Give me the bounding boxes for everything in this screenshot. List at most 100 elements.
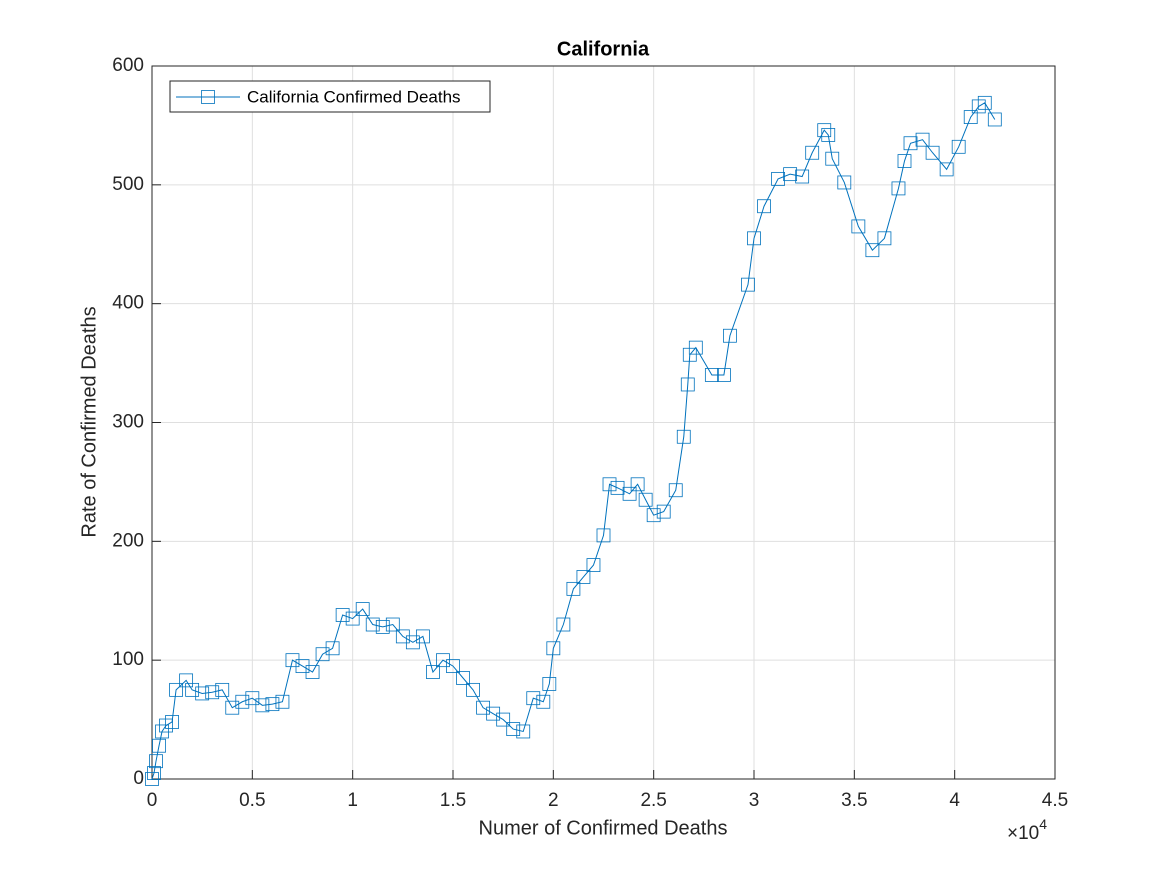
legend-box: [169, 80, 491, 113]
marker: [971, 99, 986, 114]
marker: [821, 128, 836, 142]
marker: [556, 617, 571, 632]
marker: [185, 682, 200, 697]
marker: [638, 492, 653, 507]
marker: [506, 722, 521, 736]
legend-label: California Confirmed Deaths: [247, 87, 461, 106]
axes-box: [151, 65, 1056, 780]
marker: [385, 617, 400, 632]
marker: [717, 368, 731, 382]
marker: [566, 581, 581, 596]
marker: [939, 162, 954, 177]
marker: [602, 477, 617, 492]
marker: [704, 368, 719, 382]
marker: [456, 671, 470, 685]
legend-marker: [201, 90, 215, 104]
x-tick-label: 3: [749, 790, 760, 811]
marker: [542, 677, 557, 691]
marker: [235, 694, 250, 709]
marker: [865, 243, 880, 258]
marker: [817, 123, 832, 138]
marker: [805, 145, 820, 160]
marker: [215, 682, 230, 697]
marker: [355, 602, 370, 616]
marker: [596, 528, 611, 543]
marker: [656, 504, 671, 519]
marker: [169, 682, 183, 697]
marker: [795, 169, 810, 184]
marker: [897, 154, 912, 168]
y-tick-label: 600: [112, 55, 144, 76]
marker: [305, 665, 320, 679]
marker: [977, 95, 992, 110]
marker: [285, 653, 300, 668]
chart-title: California: [557, 38, 650, 60]
marker: [825, 151, 840, 166]
marker: [536, 694, 551, 709]
y-tick-label: 500: [112, 174, 144, 195]
marker: [295, 659, 310, 674]
marker: [576, 570, 591, 584]
marker: [915, 132, 930, 147]
marker: [668, 483, 683, 498]
x-tick-label: 3.5: [841, 790, 867, 811]
x-tick-label: 2: [548, 790, 559, 811]
marker: [851, 219, 866, 234]
y-tick-label: 300: [112, 412, 144, 433]
x-tick-label: 4.5: [1042, 790, 1068, 811]
marker: [925, 145, 940, 160]
marker: [436, 653, 450, 668]
marker: [586, 558, 601, 572]
multiplier-base: ×10: [1007, 823, 1039, 844]
marker: [630, 477, 645, 492]
x-axis-label: Numer of Confirmed Deaths: [479, 817, 728, 839]
marker: [741, 277, 755, 292]
marker: [446, 659, 460, 674]
marker: [265, 697, 280, 712]
marker: [496, 712, 511, 727]
marker: [405, 635, 420, 650]
marker: [275, 694, 290, 709]
marker: [951, 139, 966, 154]
marker: [903, 136, 918, 151]
marker: [987, 112, 1002, 127]
marker: [723, 328, 737, 343]
marker: [676, 429, 691, 444]
marker: [147, 766, 161, 780]
marker: [165, 715, 179, 729]
marker: [757, 199, 771, 214]
marker: [179, 673, 194, 688]
data-line: [151, 102, 996, 780]
marker: [155, 724, 169, 739]
x-tick-label: 0.5: [239, 790, 265, 811]
marker: [325, 641, 340, 656]
marker: [145, 772, 159, 786]
marker: [877, 231, 892, 246]
marker: [682, 347, 697, 362]
marker: [225, 700, 240, 715]
marker: [195, 686, 210, 701]
y-tick-label: 400: [112, 293, 144, 314]
x-multiplier: ×104: [1007, 816, 1047, 844]
x-tick-label: 0: [147, 790, 158, 811]
x-tick-label: 1.5: [440, 790, 466, 811]
marker: [159, 718, 173, 733]
y-axis-label: Rate of Confirmed Deaths: [78, 306, 100, 537]
marker: [375, 619, 390, 634]
marker: [622, 486, 637, 501]
marker: [255, 698, 270, 713]
marker: [688, 340, 703, 355]
marker: [837, 175, 852, 190]
y-tick-label: 200: [112, 530, 144, 551]
x-tick-label: 4: [949, 790, 960, 811]
marker: [747, 231, 761, 246]
marker: [771, 171, 785, 186]
marker: [335, 608, 350, 622]
marker: [365, 617, 380, 632]
marker: [245, 691, 260, 706]
marker: [646, 508, 661, 523]
y-tick-label: 0: [133, 768, 144, 789]
multiplier-exponent: 4: [1039, 816, 1047, 832]
marker: [963, 110, 978, 124]
